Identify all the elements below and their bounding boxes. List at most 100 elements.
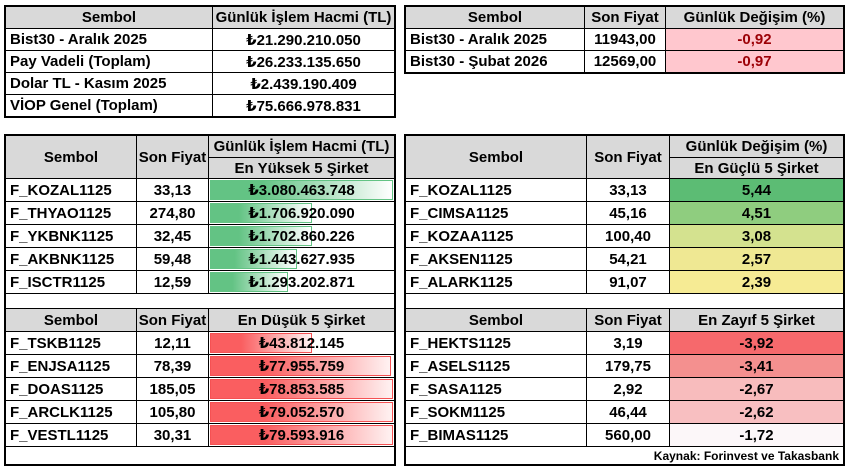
volume-cell: ₺77.955.759 [208, 355, 394, 377]
volume-cell: ₺43.812.145 [208, 332, 394, 354]
volume-leaders-table: Sembol Son Fiyat Günlük İşlem Hacmi (TL)… [4, 134, 396, 466]
symbol-cell: F_DOAS1125 [10, 380, 104, 398]
table-row: F_ENJSA1125 78,39 ₺77.955.759 [6, 354, 394, 377]
symbol-cell: F_ISCTR1125 [10, 273, 106, 291]
table-row: Bist30 - Şubat 2026 12569,00 -0,97 [406, 50, 843, 72]
price-cell: 3,19 [586, 332, 669, 354]
change-cell: 2,39 [669, 271, 843, 293]
symbol-cell: Bist30 - Aralık 2025 [10, 31, 148, 48]
change-cell: 2,57 [669, 248, 843, 270]
price-cell: 91,07 [586, 271, 669, 293]
table-header-row: Sembol Son Fiyat En Zayıf 5 Şirket [406, 308, 843, 331]
volume-value: ₺1.702.860.226 [248, 228, 355, 245]
volume-cell: ₺75.666.978.831 [212, 95, 394, 116]
volume-cell: ₺3.080.463.748 [208, 179, 394, 201]
green-data-bar [210, 226, 313, 246]
price-cell: 33,13 [136, 179, 208, 201]
change-cell: -2,62 [669, 401, 843, 423]
price-cell: 45,16 [586, 202, 669, 224]
column-header-volume-stack: Günlük İşlem Hacmi (TL) En Yüksek 5 Şirk… [208, 136, 394, 178]
volume-cell: ₺79.052.570 [208, 401, 394, 423]
table-row: F_AKBNK1125 59,48 ₺1.443.627.935 [6, 247, 394, 270]
table-row: F_TSKB1125 12,11 ₺43.812.145 [6, 331, 394, 354]
price-cell: 12,59 [136, 271, 208, 293]
table-row: Pay Vadeli (Toplam) ₺26.233.135.650 [6, 50, 394, 72]
table-row: F_DOAS1125 185,05 ₺78.853.585 [6, 377, 394, 400]
price-cell: 59,48 [136, 248, 208, 270]
spacer-row [406, 293, 843, 308]
table-header-row: Sembol Son Fiyat Günlük İşlem Hacmi (TL)… [6, 136, 394, 178]
change-cell: -2,67 [669, 378, 843, 400]
red-data-bar [210, 379, 393, 399]
price-cell: 32,45 [136, 225, 208, 247]
change-cell: -0,97 [665, 51, 843, 72]
red-data-bar [210, 333, 312, 353]
symbol-cell: F_ALARK1125 [410, 273, 513, 291]
price-cell: 46,44 [586, 401, 669, 423]
column-header-symbol: Sembol [6, 7, 212, 28]
symbol-cell: Bist30 - Şubat 2026 [410, 53, 548, 70]
symbol-cell: F_SOKM1125 [410, 403, 506, 421]
footer-row-source: Kaynak: Forinvest ve Takasbank [406, 446, 843, 464]
volume-cell: ₺2.439.190.409 [212, 73, 394, 94]
price-cell: 560,00 [586, 424, 669, 446]
symbol-cell: F_ARCLK1125 [10, 403, 113, 421]
volume-value: ₺43.812.145 [258, 335, 345, 352]
column-header-price: Son Fiyat [136, 136, 208, 178]
symbol-cell: F_SASA1125 [410, 380, 502, 398]
table-row: F_HEKTS1125 3,19 -3,92 [406, 331, 843, 354]
price-cell: 185,05 [136, 378, 208, 400]
volume-cell: ₺1.706.920.090 [208, 202, 394, 224]
index-change-table: Sembol Son Fiyat Günlük Değişim (%) Bist… [404, 5, 845, 74]
change-cell: 5,44 [669, 179, 843, 201]
table-header-row: Sembol Son Fiyat Günlük Değişim (%) En G… [406, 136, 843, 178]
table-row: Bist30 - Aralık 2025 ₺21.290.210.050 [6, 28, 394, 50]
symbol-cell: VİOP Genel (Toplam) [10, 97, 158, 114]
symbol-cell: F_AKSEN1125 [410, 250, 513, 268]
column-header-symbol: Sembol [406, 7, 584, 28]
price-cell: 54,21 [586, 248, 669, 270]
table-row: F_SOKM1125 46,44 -2,62 [406, 400, 843, 423]
section-title-weakest: En Zayıf 5 Şirket [669, 309, 843, 331]
volume-summary-table: Sembol Günlük İşlem Hacmi (TL) Bist30 - … [4, 5, 396, 118]
price-cell: 33,13 [586, 179, 669, 201]
column-header-price: Son Fiyat [586, 309, 669, 331]
change-cell: -1,72 [669, 424, 843, 446]
volume-value: ₺1.293.202.871 [248, 274, 355, 291]
volume-value: ₺79.052.570 [258, 404, 345, 421]
column-header-price: Son Fiyat [586, 136, 669, 178]
price-cell: 12,11 [136, 332, 208, 354]
price-cell: 11943,00 [584, 29, 665, 50]
table-header-row: Sembol Günlük İşlem Hacmi (TL) [6, 7, 394, 28]
symbol-cell: F_CIMSA1125 [410, 204, 509, 222]
volume-cell: ₺1.702.860.226 [208, 225, 394, 247]
symbol-cell: F_THYAO1125 [10, 204, 112, 222]
symbol-cell: F_KOZAL1125 [10, 181, 112, 199]
symbol-cell: F_KOZAA1125 [410, 227, 514, 245]
red-data-bar [210, 425, 393, 445]
volume-value: ₺3.080.463.748 [248, 182, 355, 199]
section-title-highest: En Yüksek 5 Şirket [209, 157, 394, 178]
price-cell: 100,40 [586, 225, 669, 247]
volume-cell: ₺78.853.585 [208, 378, 394, 400]
green-data-bar [210, 272, 288, 292]
table-header-row: Sembol Son Fiyat En Düşük 5 Şirket [6, 308, 394, 331]
volume-cell: ₺26.233.135.650 [212, 51, 394, 72]
volume-value: ₺78.853.585 [258, 381, 345, 398]
column-header-symbol: Sembol [6, 136, 136, 178]
price-cell: 12569,00 [584, 51, 665, 72]
volume-value: ₺1.706.920.090 [248, 205, 355, 222]
volume-value: ₺79.593.916 [258, 427, 345, 444]
green-data-bar [210, 249, 297, 269]
symbol-cell: Pay Vadeli (Toplam) [10, 53, 151, 70]
symbol-cell: Dolar TL - Kasım 2025 [10, 75, 167, 92]
table-row: F_AKSEN1125 54,21 2,57 [406, 247, 843, 270]
volume-value: ₺77.955.759 [258, 358, 345, 375]
spacer-row [6, 293, 394, 308]
table-row: F_KOZAA1125 100,40 3,08 [406, 224, 843, 247]
table-row: F_ALARK1125 91,07 2,39 [406, 270, 843, 293]
price-cell: 105,80 [136, 401, 208, 423]
red-data-bar [210, 402, 393, 422]
table-row: F_THYAO1125 274,80 ₺1.706.920.090 [6, 201, 394, 224]
